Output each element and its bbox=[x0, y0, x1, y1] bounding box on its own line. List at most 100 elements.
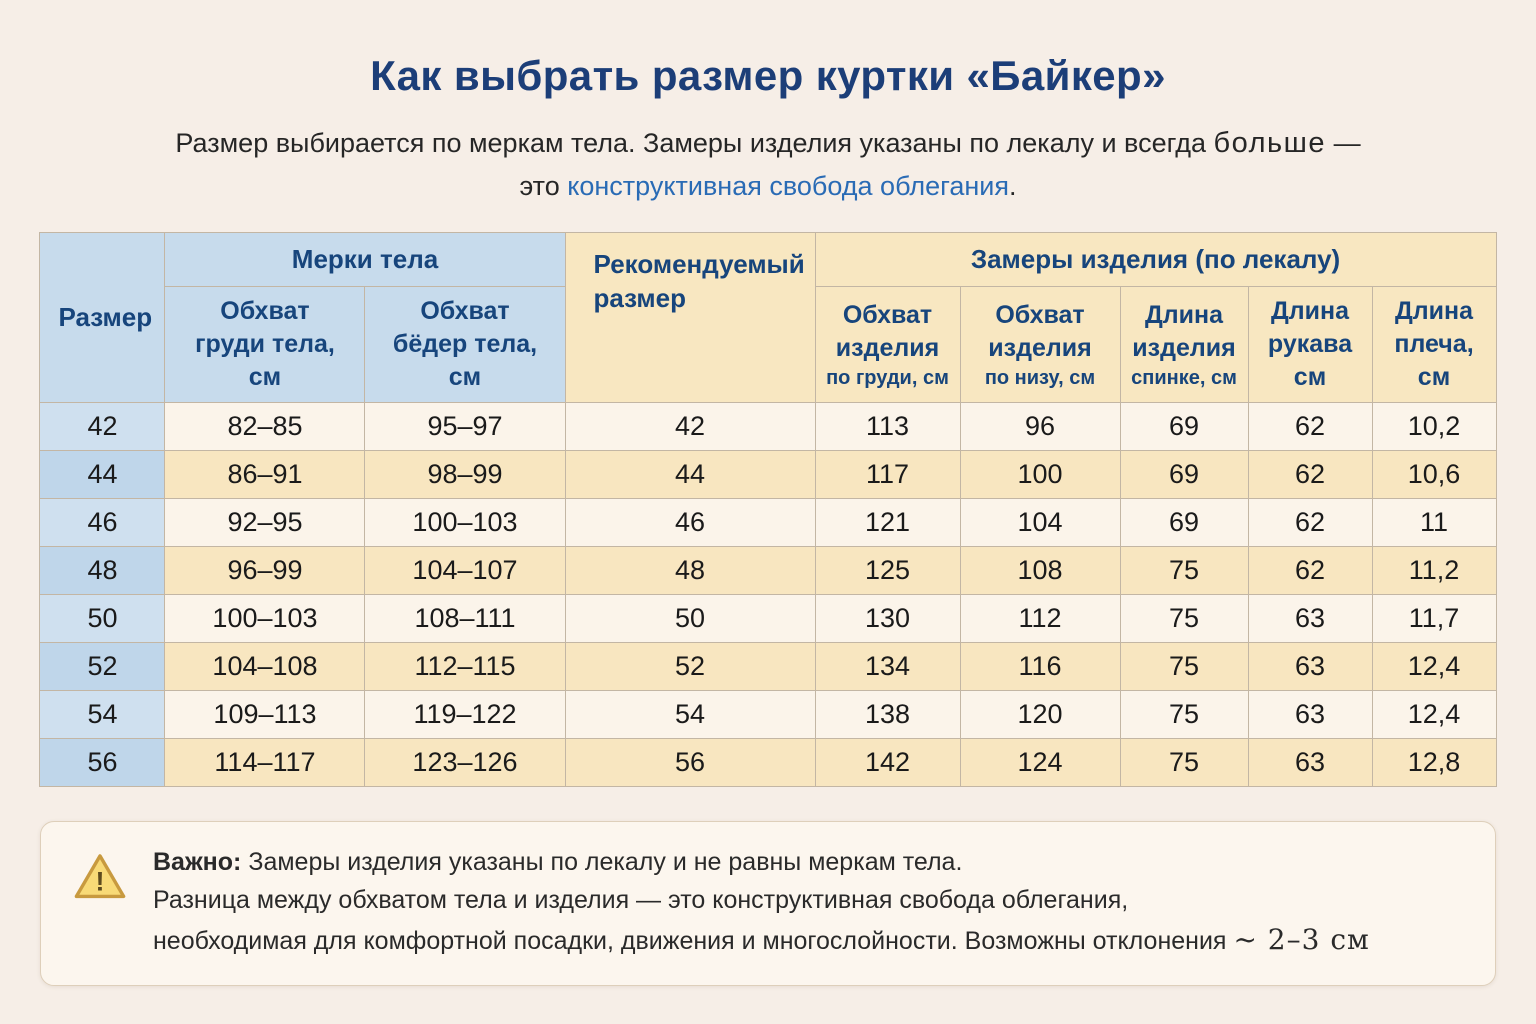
value-cell: 120 bbox=[959, 690, 1121, 739]
header-group-body-measurements: Мерки тела bbox=[164, 232, 566, 287]
subtitle-line-2: это конструктивная свобода облегания. bbox=[519, 170, 1017, 201]
value-cell: 112 bbox=[959, 594, 1121, 643]
value-cell: 69 bbox=[1119, 402, 1249, 451]
value-cell: 10,2 bbox=[1371, 402, 1497, 451]
value-cell: 119–122 bbox=[364, 690, 566, 739]
size-cell: 50 bbox=[39, 594, 166, 643]
value-cell: 10,6 bbox=[1371, 450, 1497, 499]
subtitle-emphasis: больше bbox=[1213, 127, 1327, 159]
value-cell: 92–95 bbox=[164, 498, 366, 547]
value-cell: 86–91 bbox=[164, 450, 366, 499]
page-subtitle: Размер выбирается по меркам тела. Замеры… bbox=[0, 122, 1536, 206]
header-sleeve-length: Длина рукава см bbox=[1247, 286, 1373, 403]
value-cell: 142 bbox=[814, 738, 961, 787]
header-hips-body: Обхват бёдер тела, см bbox=[364, 286, 566, 403]
value-cell: 69 bbox=[1119, 450, 1249, 499]
value-cell: 75 bbox=[1119, 690, 1249, 739]
size-cell: 54 bbox=[39, 690, 166, 739]
note-line-1: Важно: Замеры изделия указаны по лекалу … bbox=[153, 848, 963, 876]
value-cell: 52 bbox=[564, 642, 816, 691]
value-cell: 11 bbox=[1371, 498, 1497, 547]
size-cell: 56 bbox=[39, 738, 166, 787]
value-cell: 48 bbox=[564, 546, 816, 595]
size-chart-table: Размер Мерки тела Рекомендуемый размер З… bbox=[39, 232, 1497, 787]
value-cell: 95–97 bbox=[364, 402, 566, 451]
value-cell: 62 bbox=[1247, 450, 1373, 499]
value-cell: 69 bbox=[1119, 498, 1249, 547]
value-cell: 62 bbox=[1247, 498, 1373, 547]
value-cell: 116 bbox=[959, 642, 1121, 691]
table-row: 42 82–85 95–97 42 113 96 69 62 10,2 bbox=[39, 402, 1497, 451]
value-cell: 112–115 bbox=[364, 642, 566, 691]
size-cell: 46 bbox=[39, 498, 166, 547]
header-chest-body: Обхват груди тела, см bbox=[164, 286, 366, 403]
table-row: 44 86–91 98–99 44 117 100 69 62 10,6 bbox=[39, 450, 1497, 499]
important-note: ! Важно: Замеры изделия указаны по лекал… bbox=[40, 821, 1496, 986]
value-cell: 100–103 bbox=[164, 594, 366, 643]
value-cell: 113 bbox=[814, 402, 961, 451]
value-cell: 63 bbox=[1247, 642, 1373, 691]
value-cell: 46 bbox=[564, 498, 816, 547]
header-product-length: Длина изделия спинке, см bbox=[1119, 286, 1249, 403]
value-cell: 62 bbox=[1247, 402, 1373, 451]
value-cell: 138 bbox=[814, 690, 961, 739]
header-size: Размер bbox=[39, 232, 166, 403]
value-cell: 82–85 bbox=[164, 402, 366, 451]
table-row: 48 96–99 104–107 48 125 108 75 62 11,2 bbox=[39, 546, 1497, 595]
value-cell: 75 bbox=[1119, 594, 1249, 643]
value-cell: 62 bbox=[1247, 546, 1373, 595]
value-cell: 121 bbox=[814, 498, 961, 547]
header-group-row: Размер Мерки тела Рекомендуемый размер З… bbox=[39, 232, 1497, 403]
value-cell: 104 bbox=[959, 498, 1121, 547]
value-cell: 75 bbox=[1119, 738, 1249, 787]
header-shoulder-length: Длина плеча, см bbox=[1371, 286, 1497, 403]
value-cell: 12,8 bbox=[1371, 738, 1497, 787]
note-line-3: необходимая для комфортной посадки, движ… bbox=[153, 923, 1370, 956]
value-cell: 125 bbox=[814, 546, 961, 595]
value-cell: 124 bbox=[959, 738, 1121, 787]
size-table-body: 42 82–85 95–97 42 113 96 69 62 10,2 44 86–91 98–99 4… bbox=[39, 402, 1497, 787]
size-cell: 42 bbox=[39, 402, 166, 451]
header-product-chest: Обхват изделия по груди, см bbox=[814, 286, 961, 403]
value-cell: 42 bbox=[564, 402, 816, 451]
value-cell: 75 bbox=[1119, 546, 1249, 595]
subtitle-highlight: конструктивная свобода облегания bbox=[567, 170, 1009, 201]
table-row: 50 100–103 108–111 50 130 112 75 63 11,7 bbox=[39, 594, 1497, 643]
value-cell: 134 bbox=[814, 642, 961, 691]
value-cell: 11,2 bbox=[1371, 546, 1497, 595]
page-title: Как выбрать размер куртки «Байкер» bbox=[370, 52, 1166, 99]
value-cell: 117 bbox=[814, 450, 961, 499]
value-cell: 56 bbox=[564, 738, 816, 787]
value-cell: 123–126 bbox=[364, 738, 566, 787]
note-line-2: Разница между обхватом тела и изделия — … bbox=[153, 885, 1129, 914]
value-cell: 54 bbox=[564, 690, 816, 739]
table-row: 52 104–108 112–115 52 134 116 75 63 12,4 bbox=[39, 642, 1497, 691]
value-cell: 63 bbox=[1247, 690, 1373, 739]
value-cell: 96 bbox=[959, 402, 1121, 451]
value-cell: 100–103 bbox=[364, 498, 566, 547]
header-recommended-size: Рекомендуемый размер bbox=[564, 232, 816, 403]
value-cell: 12,4 bbox=[1371, 642, 1497, 691]
size-cell: 48 bbox=[39, 546, 166, 595]
header-product-bottom: Обхват изделия по низу, см bbox=[959, 286, 1121, 403]
value-cell: 75 bbox=[1119, 642, 1249, 691]
value-cell: 130 bbox=[814, 594, 961, 643]
header-group-product-measurements: Замеры изделия (по лекалу) bbox=[814, 232, 1497, 287]
value-cell: 50 bbox=[564, 594, 816, 643]
deviation-value: ~ 2–3 см bbox=[1233, 923, 1370, 956]
value-cell: 11,7 bbox=[1371, 594, 1497, 643]
value-cell: 100 bbox=[959, 450, 1121, 499]
value-cell: 104–108 bbox=[164, 642, 366, 691]
table-row: 46 92–95 100–103 46 121 104 69 62 11 bbox=[39, 498, 1497, 547]
value-cell: 63 bbox=[1247, 594, 1373, 643]
note-label: Важно: bbox=[153, 848, 242, 876]
value-cell: 104–107 bbox=[364, 546, 566, 595]
value-cell: 108 bbox=[959, 546, 1121, 595]
svg-text:!: ! bbox=[96, 867, 105, 897]
header-sub-row: Обхват груди тела, см Обхват бёдер тела,… bbox=[40, 286, 1497, 403]
value-cell: 12,4 bbox=[1371, 690, 1497, 739]
value-cell: 63 bbox=[1247, 738, 1373, 787]
value-cell: 44 bbox=[564, 450, 816, 499]
value-cell: 114–117 bbox=[164, 738, 366, 787]
